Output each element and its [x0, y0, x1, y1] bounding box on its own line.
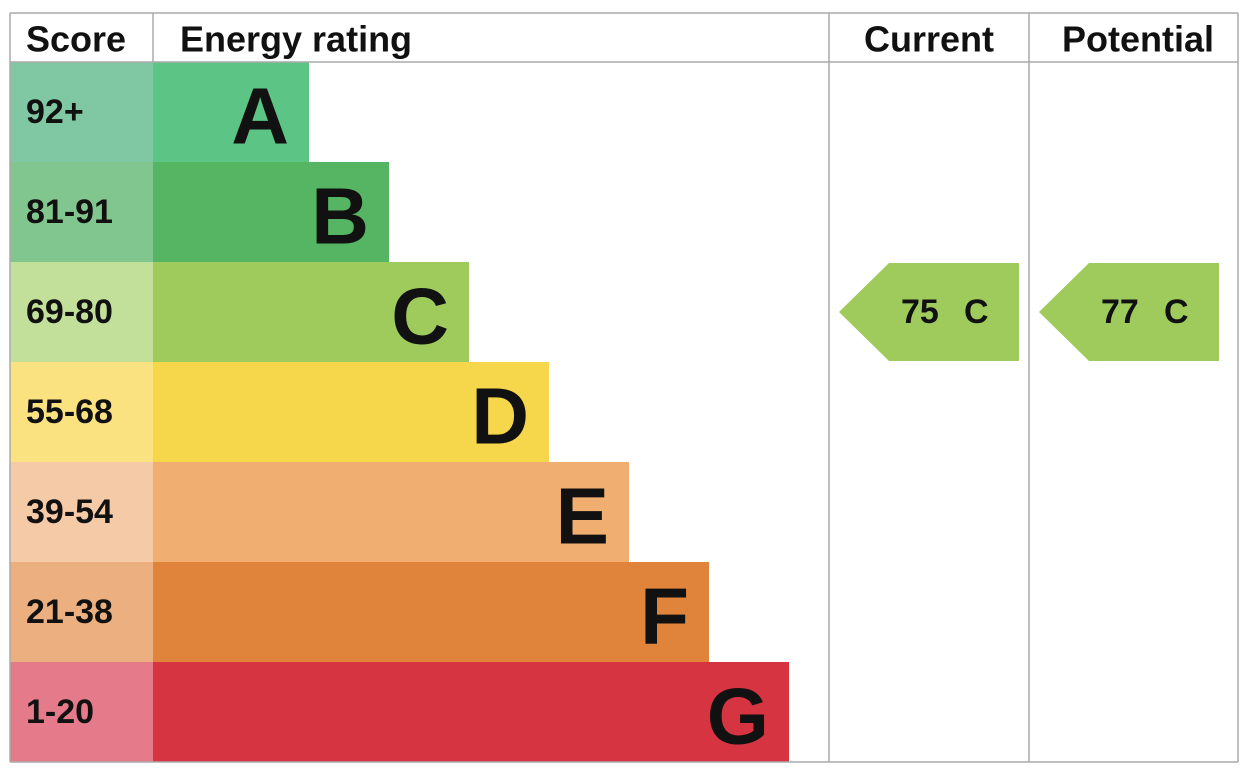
rating-letter: B	[311, 172, 369, 261]
rating-letter: A	[231, 72, 289, 161]
rating-letter: C	[391, 272, 449, 361]
score-label: 81-91	[26, 193, 113, 231]
rating-letter: D	[471, 372, 529, 461]
current-value: 75	[901, 293, 939, 331]
rating-bar	[153, 462, 629, 562]
potential-header: Potential	[1062, 19, 1214, 60]
score-label: 55-68	[26, 393, 113, 431]
score-label: 69-80	[26, 293, 113, 331]
score-label: 1-20	[26, 693, 94, 731]
potential-letter: C	[1164, 293, 1189, 331]
rating-bar	[153, 662, 789, 762]
score-label: 92+	[26, 93, 84, 131]
score-cell	[10, 462, 153, 562]
score-cell	[10, 62, 153, 162]
chart-body: 92+ A 81-91 B 69-80 C 55-68 D 39-54 E 21-38 F 1-20 G 7…	[9, 12, 1239, 763]
score-cell	[10, 562, 153, 662]
rating-letter: F	[640, 572, 689, 661]
score-cell	[10, 262, 153, 362]
score-label: 39-54	[26, 493, 113, 531]
rating-bar	[153, 162, 389, 262]
rating-bar	[153, 62, 309, 162]
score-label: 21-38	[26, 593, 113, 631]
score-cell	[10, 362, 153, 462]
rating-bar	[153, 362, 549, 462]
current-letter: C	[964, 293, 989, 331]
energy-header: Energy rating	[180, 19, 412, 60]
score-cell	[10, 162, 153, 262]
current-arrow	[839, 263, 1019, 361]
current-header: Current	[864, 19, 994, 60]
rating-bar	[153, 262, 469, 362]
score-cell	[10, 662, 153, 762]
rating-bar	[153, 562, 709, 662]
rating-letter: G	[707, 672, 769, 761]
potential-value: 77	[1101, 293, 1139, 331]
score-header: Score	[26, 19, 126, 60]
rating-letter: E	[556, 472, 609, 561]
potential-arrow	[1039, 263, 1219, 361]
